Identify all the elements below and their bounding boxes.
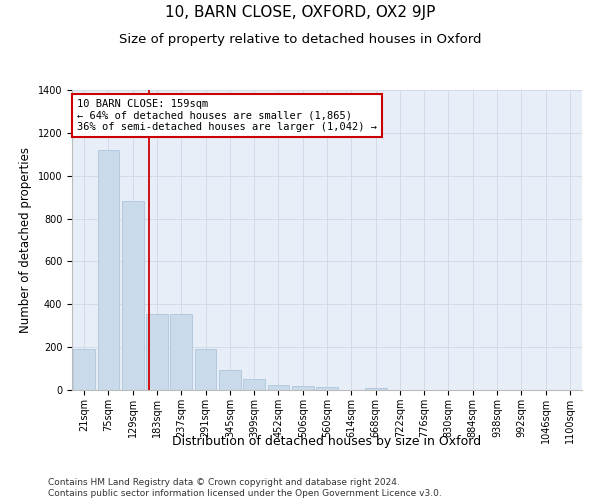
Text: Size of property relative to detached houses in Oxford: Size of property relative to detached ho… — [119, 32, 481, 46]
Bar — [243, 380, 265, 390]
Text: 10 BARN CLOSE: 159sqm
← 64% of detached houses are smaller (1,865)
36% of semi-d: 10 BARN CLOSE: 159sqm ← 64% of detached … — [77, 99, 377, 132]
Bar — [292, 386, 314, 390]
Bar — [194, 350, 217, 390]
Bar — [73, 350, 95, 390]
Bar — [316, 387, 338, 390]
Bar — [365, 388, 386, 390]
Text: 10, BARN CLOSE, OXFORD, OX2 9JP: 10, BARN CLOSE, OXFORD, OX2 9JP — [165, 5, 435, 20]
Bar — [146, 314, 168, 390]
Bar — [219, 370, 241, 390]
Bar — [122, 202, 143, 390]
Bar — [170, 314, 192, 390]
Bar — [268, 384, 289, 390]
Text: Contains HM Land Registry data © Crown copyright and database right 2024.
Contai: Contains HM Land Registry data © Crown c… — [48, 478, 442, 498]
Bar — [97, 150, 119, 390]
Text: Distribution of detached houses by size in Oxford: Distribution of detached houses by size … — [172, 435, 482, 448]
Y-axis label: Number of detached properties: Number of detached properties — [19, 147, 32, 333]
